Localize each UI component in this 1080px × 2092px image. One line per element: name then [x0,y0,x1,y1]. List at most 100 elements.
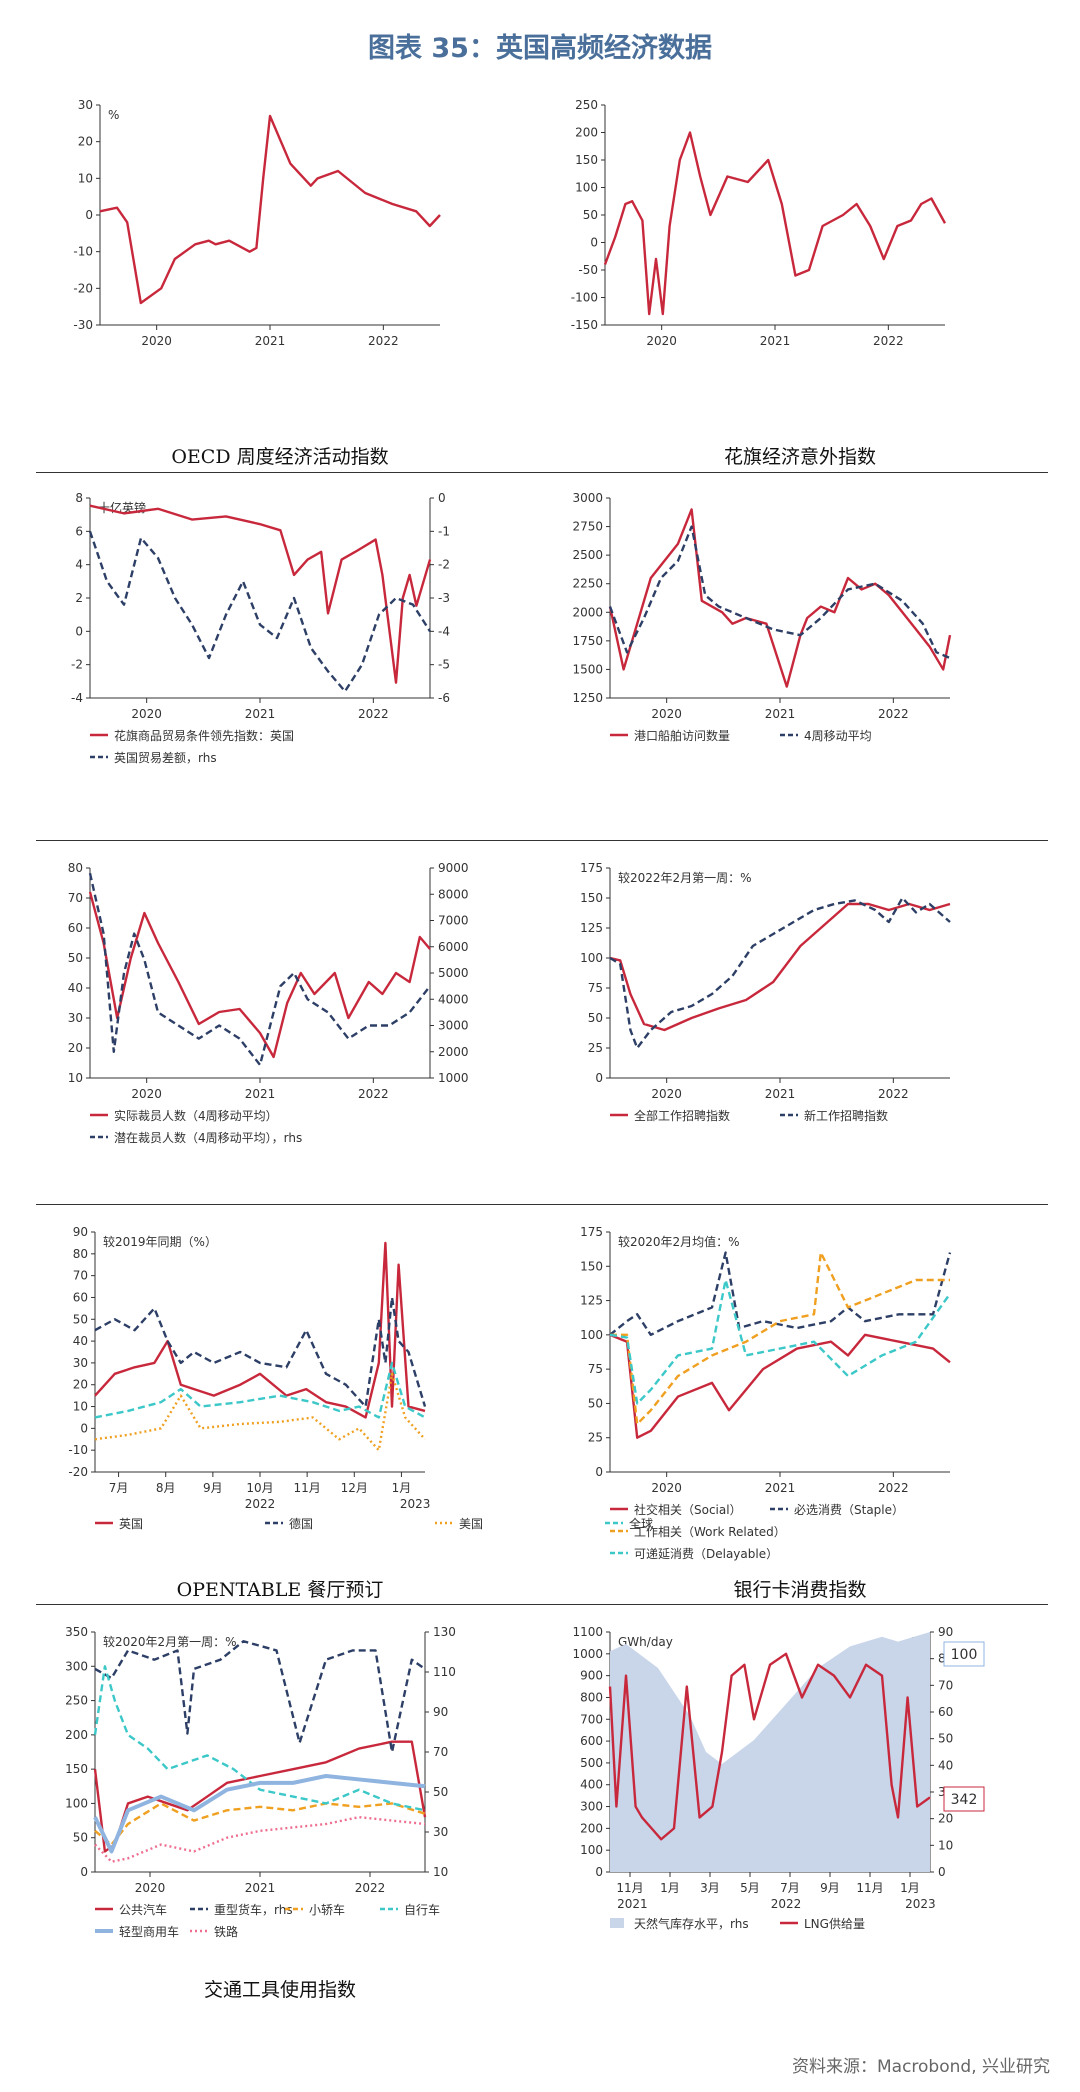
y-tick-label: -100 [571,291,598,305]
y-tick-label: 600 [580,1734,603,1748]
y2-tick-label: 30 [433,1825,448,1839]
y-tick-label: 400 [580,1778,603,1792]
line-series [609,1251,952,1337]
line-series [99,114,441,305]
y-tick-label: 50 [73,1312,88,1326]
y-tick-label: 100 [580,951,603,965]
x-tick-label: 2022 [368,334,399,348]
legend-label: 英国 [119,1517,143,1531]
legend-label: 自行车 [404,1902,440,1917]
line-series [608,525,951,660]
y-tick-label: -30 [73,318,93,332]
separator [36,840,1048,841]
unit-label: GWh/day [618,1635,673,1649]
y-tick-label: 900 [580,1669,603,1683]
y2-tick-label: 4000 [438,992,469,1006]
y-tick-label: -50 [578,263,598,277]
y2-tick-label: 1000 [438,1071,469,1085]
y-tick-label: 300 [65,1659,88,1673]
x-tick-label: 2021 [765,1481,796,1495]
chart-job-postings: 0 25 50 75 100 125 150 175 2020 2021 2022 较2022年2月第… [580,861,951,1123]
y-tick-label: 40 [73,1334,88,1348]
caption-opentable: OPENTABLE 餐厅预订 [176,1579,384,1601]
y-tick-label: 2 [75,591,83,605]
y-tick-label: 1750 [572,634,603,648]
separator [36,1204,1048,1205]
legend-label: 全球 [629,1516,653,1531]
y-tick-label: 175 [580,861,603,875]
unit-label: 较2022年2月第一周：% [618,870,752,885]
legend-label: 花旗商品贸易条件领先指数：英国 [114,728,294,743]
y-tick-label: 50 [588,1011,603,1025]
x-tick-label: 2020 [131,1087,162,1101]
last-value-lng [943,1786,985,1812]
legend-label: 实际裁员人数（4周移动平均） [114,1108,278,1123]
line-series [94,1372,426,1452]
y-tick-label: 60 [68,921,83,935]
y2-tick-label: -4 [438,624,450,638]
separator [36,1604,1048,1605]
y-tick-label: 300 [580,1800,603,1814]
legend-label: 工作相关（Work Related） [634,1525,786,1539]
x-tick-label: 2022 [355,1881,386,1895]
y-tick-label: -10 [73,245,93,259]
y-tick-label: 20 [68,1041,83,1055]
x-tick-label: 11月 [616,1881,643,1895]
line-series [93,1665,426,1812]
legend-label: 重型货车，rhs [214,1902,293,1917]
y2-tick-label: 7000 [438,914,469,928]
x-tick-label: 5月 [740,1881,760,1895]
y-tick-label: 1000 [572,1647,603,1661]
y-tick-label: 100 [575,181,598,195]
y2-tick-label: 3000 [438,1019,469,1033]
y2-tick-label: 70 [433,1745,448,1759]
legend-label: LNG供给量 [804,1917,865,1931]
y-tick-label: -20 [68,1465,88,1479]
line-series [94,1241,426,1419]
y-tick-label: -20 [73,281,93,295]
y-tick-label: 50 [73,1831,88,1845]
caption-transport: 交通工具使用指数 [203,1979,356,2001]
last-value-lng-label: 342 [951,1792,978,1808]
y-tick-label: 100 [580,1843,603,1857]
last-value-storage [943,1641,985,1667]
caption-citi: 花旗经济意外指数 [723,446,876,468]
y-tick-label: -150 [571,318,598,332]
x-tick-label: 2021 [245,707,276,721]
y2-tick-label: 70 [938,1678,953,1692]
y-tick-label: 3000 [572,491,603,505]
line-series [94,1802,426,1846]
y-tick-label: 125 [580,921,603,935]
x-tick-label: 2021 [765,1087,796,1101]
y2-tick-label: -6 [438,691,450,705]
y-tick-label: 175 [580,1225,603,1239]
x-year-label: 2023 [905,1897,936,1911]
y-tick-label: 8 [75,491,83,505]
y2-tick-label: 90 [938,1625,953,1639]
unit-label: % [108,108,119,122]
y-tick-label: 50 [583,208,598,222]
y-tick-label: 500 [580,1756,603,1770]
y-tick-label: -10 [68,1443,88,1457]
y-tick-label: 2250 [572,577,603,591]
chart-citi-surprise: -150 -100 -50 0 50 100 150 200 250 2020 2021 2022 [571,98,947,348]
y-tick-label: 200 [65,1728,88,1742]
x-tick-label: 2021 [760,334,791,348]
line-series [609,1278,951,1405]
y-tick-label: 30 [73,1356,88,1370]
x-tick-label: 2020 [651,1481,682,1495]
x-tick-label: 2021 [245,1881,276,1895]
x-tick-label: 2020 [651,1087,682,1101]
x-tick-label: 2022 [878,1481,909,1495]
line-series [88,872,431,1067]
y-tick-label: 0 [85,208,93,222]
x-tick-label: 9月 [203,1481,223,1495]
y-tick-label: 10 [73,1400,88,1414]
y-tick-label: 10 [68,1071,83,1085]
x-tick-label: 2022 [878,1087,909,1101]
y2-tick-label: 60 [938,1705,953,1719]
y2-tick-label: 40 [938,1758,953,1772]
chart-lng: 0 100 200 300 400 500 600 700 800 900 1000 1100 0 10 2… [572,1625,985,1931]
legend-label: 港口船舶访问数量 [634,728,730,743]
line-series [609,1333,951,1439]
